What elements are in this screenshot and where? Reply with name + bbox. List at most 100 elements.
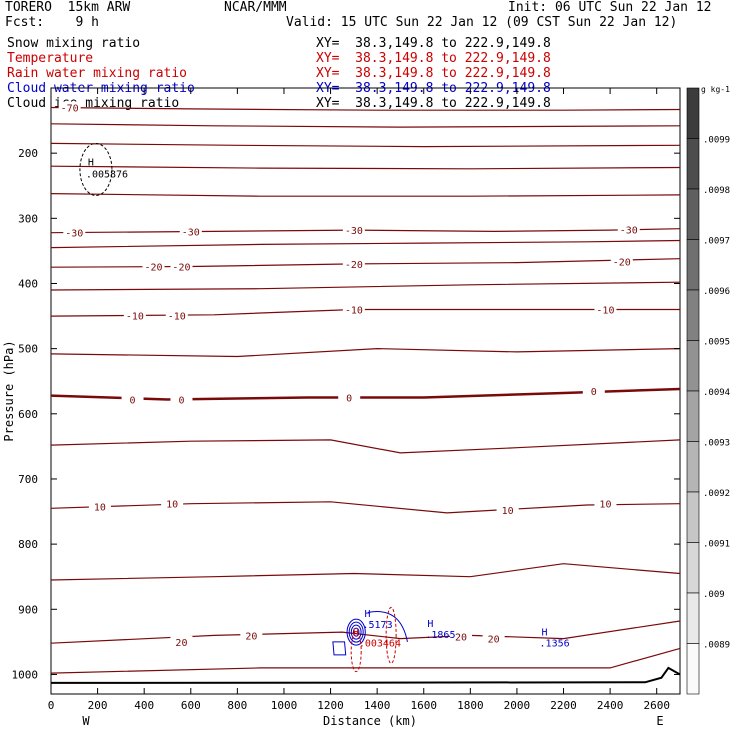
isotherm-label-bg (170, 393, 193, 405)
x-tick-label: 400 (134, 699, 154, 712)
field-xy-rain: XY= 38.3,149.8 to 222.9,149.8 (316, 66, 551, 81)
cloud-water-max-marker: H (427, 619, 433, 630)
isotherm-label: -20 (144, 263, 162, 274)
isotherm-label-bg (63, 226, 86, 238)
field-name-temperature: Temperature (7, 51, 94, 66)
colorbar-swatch (686, 643, 700, 695)
isotherm-line (50, 106, 681, 111)
isotherm-label-bg (496, 504, 519, 516)
y-tick-label: 400 (18, 277, 38, 290)
isotherm-line (50, 239, 681, 249)
x-end-label-east: E (656, 714, 663, 728)
colorbar-label: .0099 (703, 136, 730, 146)
isotherm-line (50, 347, 681, 358)
isotherm-label-bg (594, 303, 617, 315)
isotherm-label: 0 (346, 394, 352, 405)
field-xy-temperature: XY= 38.3,149.8 to 222.9,149.8 (316, 51, 551, 66)
isotherm-label-bg (240, 629, 263, 641)
y-tick-label: 800 (18, 538, 38, 551)
isotherm-label-bg (58, 101, 81, 113)
x-end-label-west: W (82, 714, 90, 728)
colorbar-label: .0089 (703, 641, 730, 651)
x-tick-label: 600 (181, 699, 201, 712)
colorbar-label: .0094 (703, 388, 730, 398)
colorbar-label: .0097 (703, 237, 730, 247)
isotherm-label: -10 (596, 306, 614, 317)
colorbar-label: .009 (703, 590, 725, 600)
cloud-water-contour (352, 627, 360, 637)
y-tick-label: 700 (18, 473, 38, 486)
isotherm-label-bg (582, 385, 605, 396)
isotherm-label-bg (342, 303, 365, 315)
isotherm-label: 0 (591, 387, 597, 398)
isotherm-label: -20 (345, 260, 363, 271)
isotherm-line (50, 142, 681, 148)
y-tick-label: 500 (18, 343, 38, 356)
isotherm-label-bg (482, 632, 505, 644)
isotherm-label: 10 (599, 500, 611, 511)
terrain-line (50, 666, 681, 684)
isotherm-label-bg (121, 393, 144, 405)
isotherm-label: -10 (168, 311, 186, 322)
colorbar-swatch (686, 441, 700, 493)
x-tick-label: 800 (227, 699, 247, 712)
cloud-water-contour (346, 618, 366, 646)
x-axis-label: Distance (km) (323, 714, 417, 728)
isotherm-label: -30 (345, 226, 363, 237)
y-tick-label: 600 (18, 408, 38, 421)
cloud-water-contour (332, 641, 347, 656)
cloud-water-contour (348, 621, 364, 643)
isotherm-label: 0 (130, 395, 136, 406)
colorbar-swatch (686, 138, 700, 190)
colorbar-label: .0096 (703, 287, 730, 297)
cloud-water-max-value: .5173 (362, 620, 392, 631)
isotherm-line (50, 281, 681, 291)
colorbar-swatch (686, 289, 700, 341)
isotherm-label: 10 (94, 502, 106, 513)
colorbar-label: .0093 (703, 439, 730, 449)
isotherm-label-bg (338, 391, 361, 403)
x-tick-label: 2200 (550, 699, 577, 712)
x-tick-label: 0 (48, 699, 55, 712)
isotherm-label-bg (142, 260, 165, 272)
colorbar-swatch (686, 592, 700, 644)
cloud-water-max-value: .1356 (540, 638, 570, 649)
x-tick-label: 2000 (504, 699, 531, 712)
isotherm-label-bg (170, 260, 193, 272)
field-xy-snow: XY= 38.3,149.8 to 222.9,149.8 (316, 36, 551, 51)
colorbar-swatch (686, 239, 700, 291)
isotherm-label: -30 (65, 229, 83, 240)
y-axis-label: Pressure (hPa) (2, 340, 16, 441)
isotherm-label: -20 (613, 257, 631, 268)
colorbar-label: .0091 (703, 540, 730, 550)
colorbar-swatch (686, 340, 700, 392)
snow-max-marker: H (88, 157, 94, 168)
rain-contour (350, 631, 362, 673)
isotherm-line (50, 647, 681, 674)
y-tick-label: 200 (18, 147, 38, 160)
y-tick-label: 300 (18, 212, 38, 225)
model-title: TORERO 15km ARW (5, 0, 131, 15)
x-tick-label: 1000 (271, 699, 298, 712)
x-tick-label: 1200 (317, 699, 344, 712)
isotherm-label: 10 (166, 500, 178, 511)
colorbar-swatch (686, 87, 700, 139)
isotherm-line (50, 620, 681, 644)
colorbar-label: .0092 (703, 489, 730, 499)
isotherm-line (50, 123, 681, 128)
isotherm-label: 20 (175, 638, 187, 649)
rain-contour (385, 606, 397, 664)
isotherm-labels: -70 -30 -30 -30 -30 -20 -20 -20 -20 -10 -10 -10 -10 0… (58, 101, 640, 649)
colorbar-swatch (686, 542, 700, 594)
rain-max-value: .003464 (359, 638, 401, 649)
isotherm-label: -30 (620, 225, 638, 236)
isotherm-label: 10 (502, 506, 514, 517)
isotherm-label-bg (179, 225, 202, 237)
isotherm-label-bg (88, 500, 111, 512)
isotherm-label-bg (594, 497, 617, 509)
isotherm-label: 20 (488, 635, 500, 646)
colorbar-units: g kg-1 (701, 85, 730, 94)
valid-time: Valid: 15 UTC Sun 22 Jan 12 (09 CST Sun … (286, 15, 678, 30)
